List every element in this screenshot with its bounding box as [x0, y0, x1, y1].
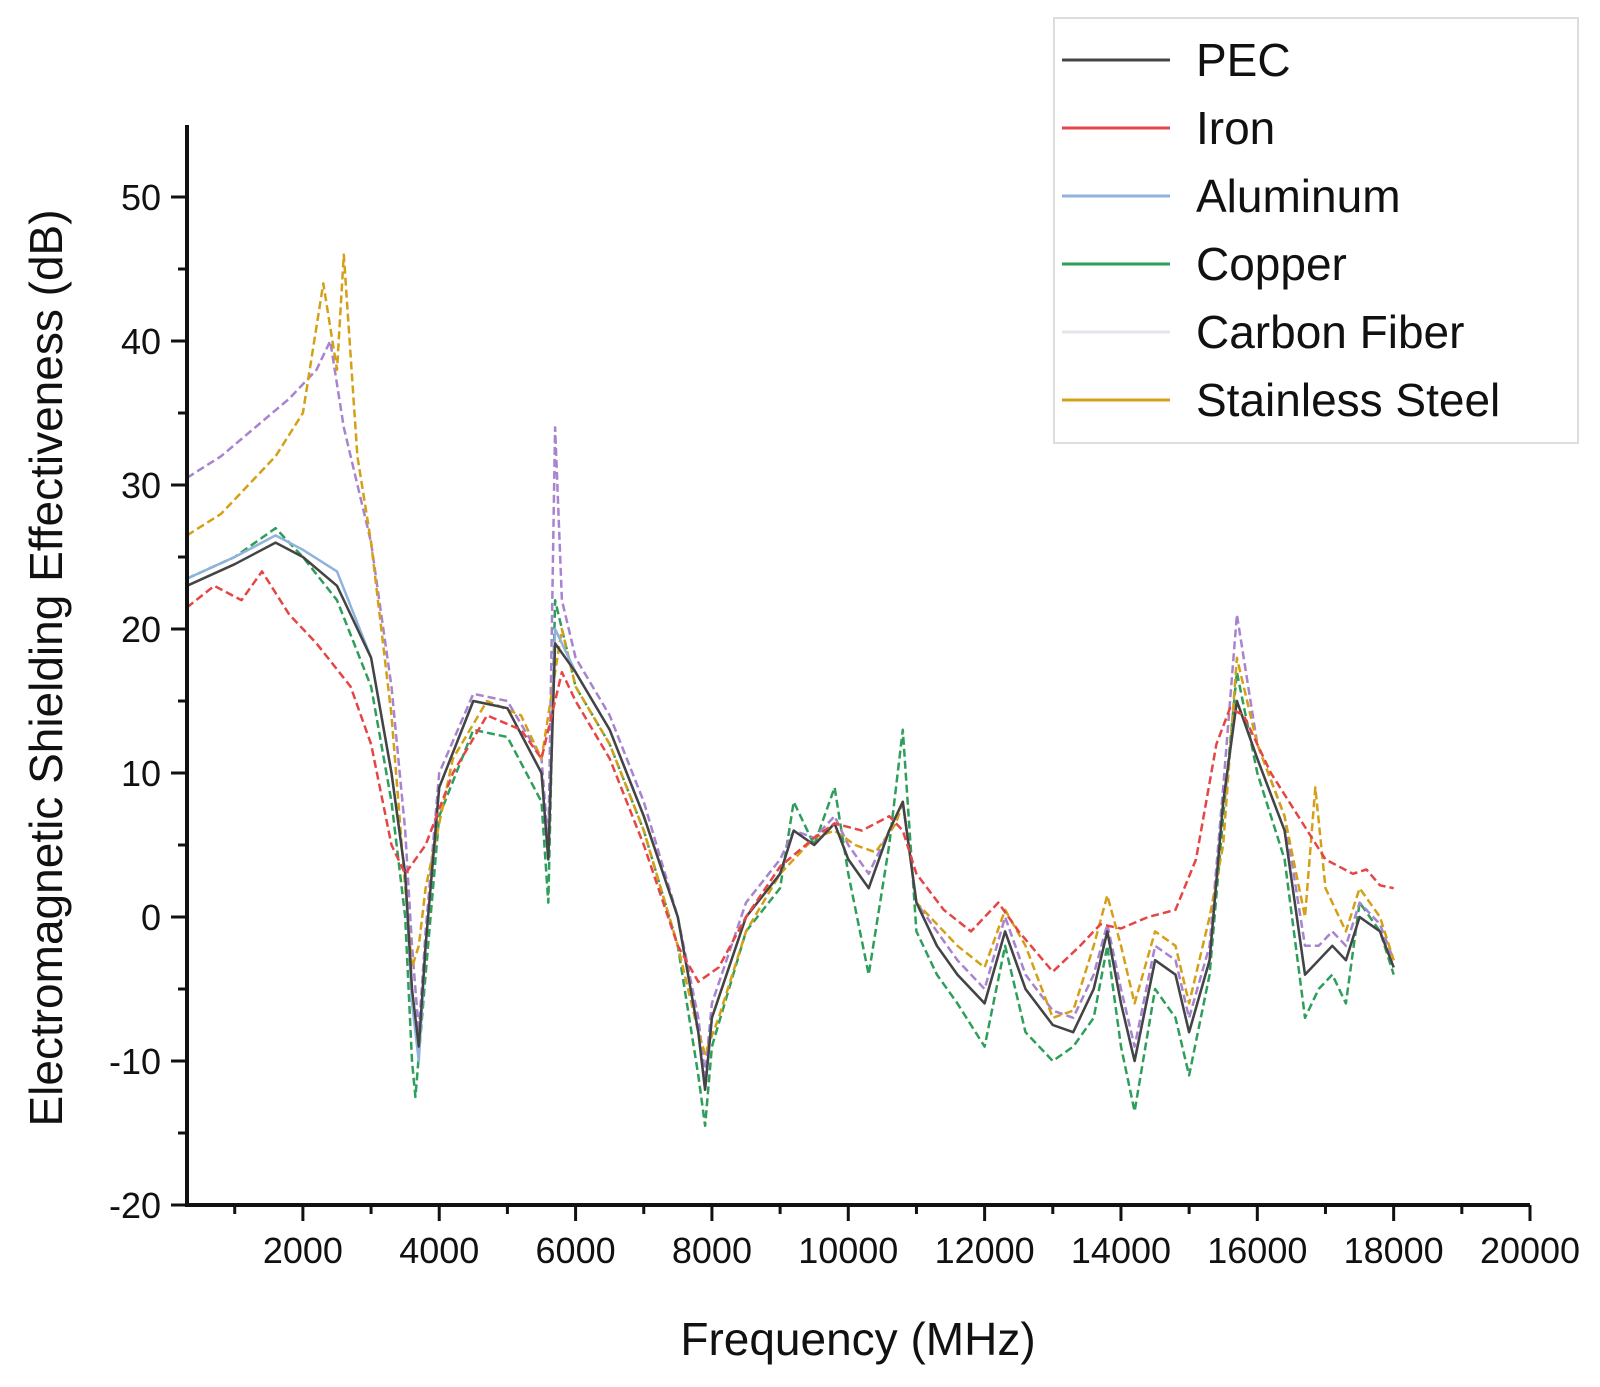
series-layer [187, 253, 1395, 1128]
y-tick-label: -20 [109, 1185, 161, 1226]
series-line-pec [187, 541, 1395, 1092]
y-tick-label: 20 [121, 609, 161, 650]
y-tick-label: 0 [141, 897, 161, 938]
legend-label-iron: Iron [1196, 102, 1275, 154]
x-axis-title: Frequency (MHz) [680, 1313, 1035, 1365]
series-line-carbon-fiber [187, 339, 1395, 1077]
legend-label-stainless-steel: Stainless Steel [1196, 374, 1500, 426]
x-tick-label: 10000 [798, 1230, 898, 1271]
x-tick-label: 8000 [672, 1230, 752, 1271]
x-tick-label: 16000 [1207, 1230, 1307, 1271]
y-tick-label: 40 [121, 321, 161, 362]
legend-label-pec: PEC [1196, 34, 1291, 86]
x-tick-label: 6000 [536, 1230, 616, 1271]
y-tick-label: 30 [121, 465, 161, 506]
series-line-aluminum [187, 534, 1395, 1092]
y-tick-label: 10 [121, 753, 161, 794]
series-line-iron [187, 570, 1394, 984]
axes [185, 125, 1530, 1207]
x-tick-label: 20000 [1480, 1230, 1580, 1271]
y-axis-title: Electromagnetic Shielding Effectiveness … [20, 209, 72, 1126]
y-tick-label: -10 [109, 1041, 161, 1082]
x-tick-label: 18000 [1344, 1230, 1444, 1271]
legend-box [1053, 17, 1579, 444]
legend: PEC Iron Aluminum Copper Carbon Fiber Stainle… [1053, 17, 1579, 444]
series-line-copper [187, 526, 1395, 1128]
x-tick-label: 12000 [935, 1230, 1035, 1271]
legend-label-carbon-fiber: Carbon Fiber [1196, 306, 1464, 358]
legend-label-aluminum: Aluminum [1196, 170, 1401, 222]
series-line-stainless-steel [187, 253, 1395, 1056]
x-tick-label: 2000 [263, 1230, 343, 1271]
ticks: 2000 4000 6000 8000 10000 12000 14000 16000 1800… [109, 177, 1580, 1271]
x-tick-label: 14000 [1071, 1230, 1171, 1271]
legend-label-copper: Copper [1196, 238, 1347, 290]
y-tick-label: 50 [121, 177, 161, 218]
x-tick-label: 4000 [399, 1230, 479, 1271]
